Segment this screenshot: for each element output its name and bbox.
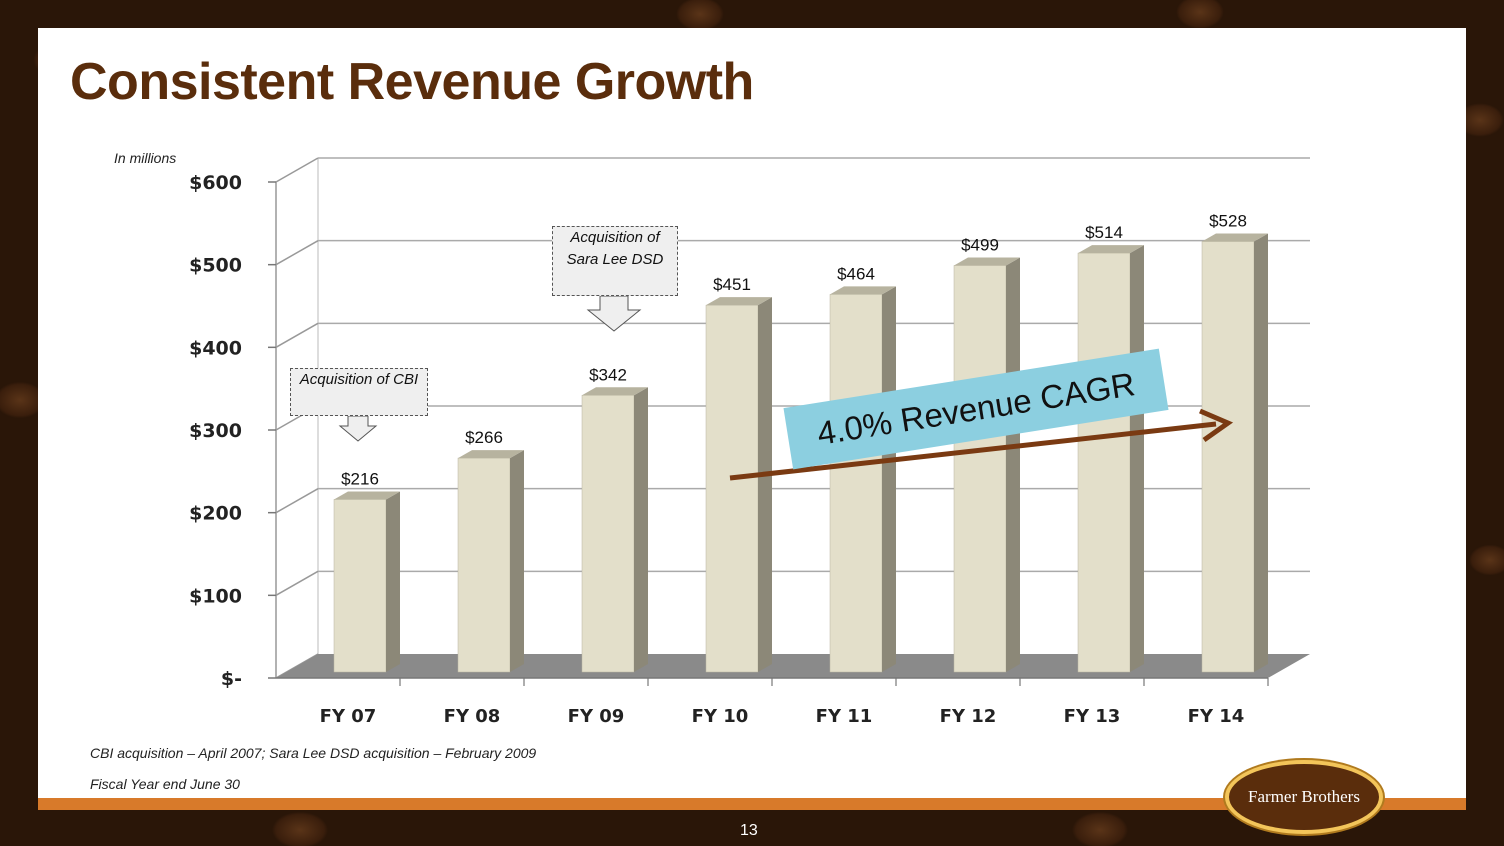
x-tick-label: FY 10 [692, 706, 749, 727]
bar-top [1078, 245, 1144, 254]
x-tick-label: FY 13 [1064, 706, 1121, 727]
callout-cbi-acquisition: Acquisition of CBI [290, 368, 428, 416]
bar-top [582, 387, 648, 396]
y-tick-label: $200 [189, 503, 242, 525]
x-tick-label: FY 11 [816, 706, 873, 727]
y-tick-label: $400 [189, 337, 242, 359]
bar [953, 265, 1007, 673]
gridline-depth [275, 240, 319, 266]
page-number: 13 [740, 822, 758, 839]
bar-side [1006, 257, 1020, 672]
data-label: $216 [341, 469, 379, 488]
gridline-depth [275, 488, 319, 514]
bar-top [334, 491, 400, 500]
bar-side [510, 450, 524, 672]
units-note: In millions [114, 150, 177, 166]
callout-sara-lee-acquisition: Acquisition of Sara Lee DSD [552, 226, 678, 296]
bar [457, 457, 511, 673]
data-label: $451 [713, 275, 751, 294]
accent-bar [38, 798, 1466, 810]
x-tick-label: FY 08 [444, 706, 501, 727]
bar [705, 304, 759, 673]
y-tick-label: $100 [189, 585, 242, 607]
bar-top [954, 257, 1020, 266]
page-title: Consistent Revenue Growth [70, 53, 754, 111]
logo-text: Farmer Brothers [1248, 787, 1360, 806]
x-tick-label: FY 14 [1188, 706, 1245, 727]
y-tick-label: $300 [189, 420, 242, 442]
gridline-depth [275, 570, 319, 596]
bar-side [1254, 233, 1268, 672]
callout-cbi-text: Acquisition of CBI [299, 371, 419, 388]
bar-side [386, 491, 400, 672]
bar-side [634, 387, 648, 672]
data-label: $514 [1085, 223, 1123, 242]
gridline-depth [275, 157, 319, 183]
cagr-arrow-head [1199, 408, 1234, 443]
bar [829, 294, 883, 673]
bar-side [882, 286, 896, 672]
callout-sara-lee-text: Acquisition of Sara Lee DSD [566, 229, 664, 268]
chart-floor [276, 654, 1310, 678]
bar [581, 395, 635, 673]
bar-top [458, 450, 524, 459]
gridline-depth [275, 322, 319, 348]
bar-top [830, 286, 896, 295]
x-tick-label: FY 09 [568, 706, 625, 727]
x-tick-label: FY 12 [940, 706, 997, 727]
bar-side [1130, 245, 1144, 673]
y-tick-label: $500 [189, 255, 242, 277]
y-tick-label: $- [221, 668, 242, 690]
y-tick-label: $600 [189, 172, 242, 194]
callout-cbi-arrow [338, 416, 378, 442]
bar-top [706, 297, 772, 306]
data-label: $499 [961, 235, 999, 254]
bar [1201, 241, 1255, 673]
bar-top [1202, 233, 1268, 242]
footnote-fiscal-year: Fiscal Year end June 30 [90, 776, 240, 792]
bar [1077, 252, 1131, 673]
bar [333, 499, 387, 673]
bar-side [758, 297, 772, 672]
footnote-acquisitions: CBI acquisition – April 2007; Sara Lee D… [90, 745, 537, 761]
data-label: $342 [589, 365, 627, 384]
data-label: $528 [1209, 212, 1247, 231]
data-label: $266 [465, 428, 503, 447]
data-label: $464 [837, 264, 875, 283]
x-tick-label: FY 07 [320, 706, 377, 727]
cagr-arrow-line [729, 421, 1217, 481]
callout-sara-lee-arrow [586, 296, 642, 332]
farmer-brothers-logo: Farmer Brothers [1225, 760, 1383, 834]
